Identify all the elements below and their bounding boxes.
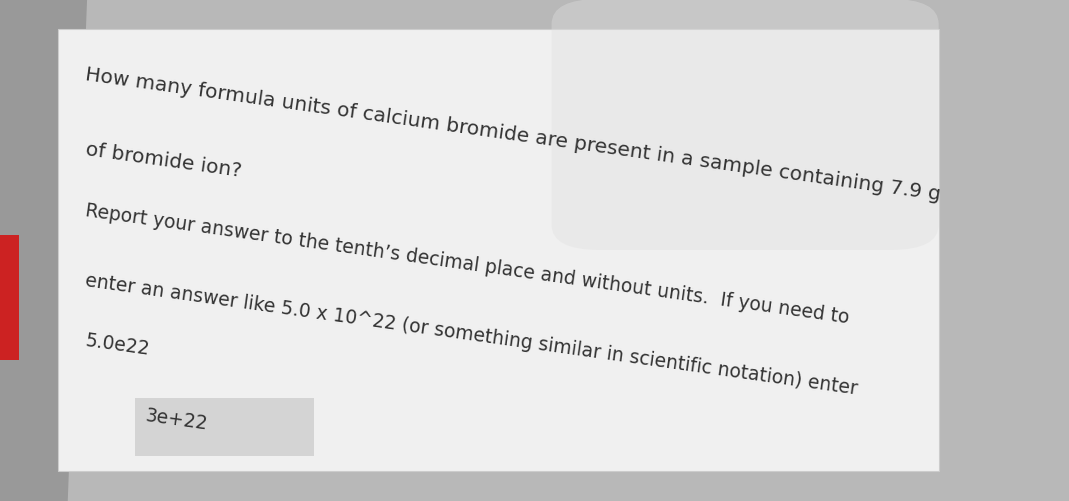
Polygon shape	[0, 0, 87, 501]
FancyBboxPatch shape	[58, 30, 939, 471]
Text: 5.0e22: 5.0e22	[84, 331, 152, 358]
Bar	[0, 235, 19, 361]
FancyBboxPatch shape	[552, 0, 939, 250]
Text: Report your answer to the tenth’s decimal place and without units.  If you need : Report your answer to the tenth’s decima…	[84, 200, 851, 326]
Text: How many formula units of calcium bromide are present in a sample containing 7.9: How many formula units of calcium bromid…	[84, 65, 942, 204]
Text: enter an answer like 5.0 x 10^22 (or something similar in scientific notation) e: enter an answer like 5.0 x 10^22 (or som…	[84, 271, 859, 398]
Text: 3e+22: 3e+22	[144, 406, 210, 433]
FancyBboxPatch shape	[136, 398, 314, 456]
Text: of bromide ion?: of bromide ion?	[84, 140, 243, 181]
